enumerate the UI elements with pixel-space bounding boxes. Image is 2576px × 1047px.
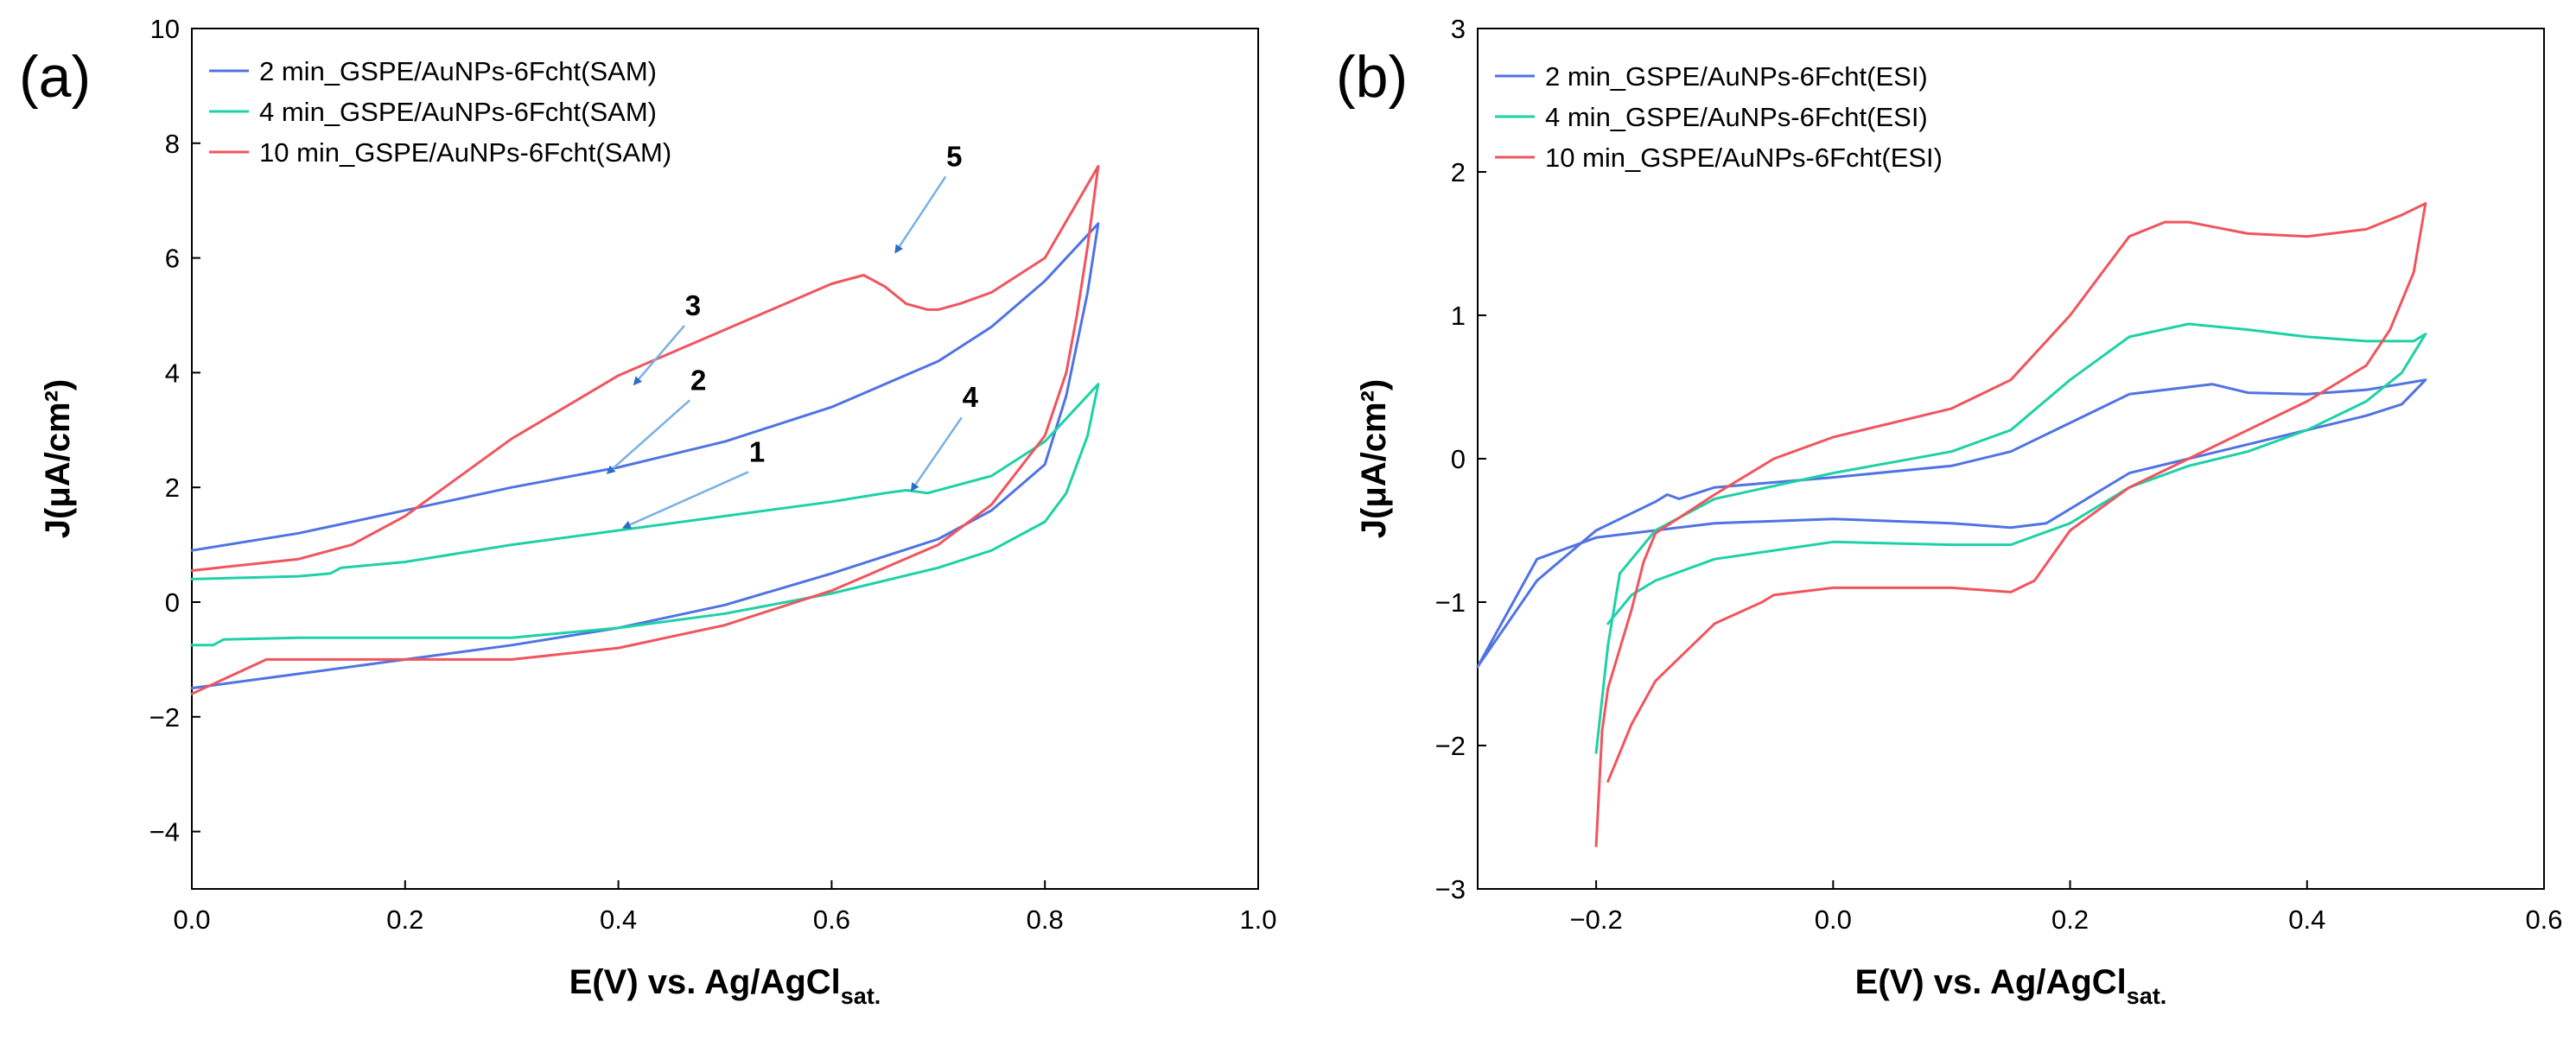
p1-panel-label: (b) <box>1336 44 1408 110</box>
p0-series-line-1 <box>190 222 1100 690</box>
p1-y-axis-title: J(μA/cm²) <box>1355 379 1393 539</box>
p0-x-tick-label: 0.6 <box>813 904 850 935</box>
p0-y-tick-label: 6 <box>165 244 180 274</box>
p0-series-line-2 <box>190 383 1100 647</box>
p1-y-tick-label: 1 <box>1451 301 1466 331</box>
p1-x-tick-label: −0.2 <box>1570 904 1623 935</box>
panel-a-chart: 0.0 0.2 0.4 0.6 0.8 1.0 −4 −2 0 2 4 6 8 10 E(V) vs. Ag… <box>19 14 1277 1009</box>
p1-series-line-1 <box>1476 378 2427 669</box>
p0-annotation-arrow-2 <box>606 399 690 474</box>
p1-y-tick-label: 2 <box>1451 157 1466 187</box>
p1-x-tick-label: 0.4 <box>2288 904 2325 935</box>
p1-x-tick-label: 0.2 <box>2051 904 2089 935</box>
p0-annotation-label-3: 3 <box>685 289 701 321</box>
p0-panel-label: (a) <box>19 44 91 110</box>
p0-annotation-label-2: 2 <box>690 364 706 396</box>
p0-annotation-arrow-4 <box>910 416 963 492</box>
p0-x-axis-title: E(V) vs. Ag/AgClsat. <box>569 963 881 1009</box>
p0-x-tick-label: 1.0 <box>1239 904 1276 935</box>
p1-y-tick-label: 0 <box>1451 444 1466 474</box>
p0-plot-frame <box>191 28 1259 890</box>
p0-x-tick-label: 0.0 <box>173 904 210 935</box>
p0-annotation-label-4: 4 <box>963 381 979 413</box>
p1-y-tick-label: 3 <box>1451 14 1466 44</box>
p1-series-line-2 <box>1594 322 2427 754</box>
panel-b-chart: −0.2 0.0 0.2 0.4 0.6 −3 −2 −1 0 1 2 3 E(V) vs. Ag/Ag… <box>1336 14 2563 1009</box>
p0-y-tick-label: 10 <box>150 14 180 44</box>
p0-series-line-3 <box>190 164 1100 695</box>
p1-legend-label-2: 4 min_GSPE/AuNPs-6Fcht(ESI) <box>1545 102 1928 132</box>
p0-y-tick-label: 2 <box>165 473 180 503</box>
p0-y-tick-label: −2 <box>149 702 180 733</box>
p0-y-axis-title: J(μA/cm²) <box>39 379 77 539</box>
p0-legend-label-2: 4 min_GSPE/AuNPs-6Fcht(SAM) <box>259 97 657 127</box>
p1-legend-label-3: 10 min_GSPE/AuNPs-6Fcht(ESI) <box>1545 143 1943 173</box>
p0-y-tick-label: 8 <box>165 129 180 159</box>
p0-x-tick-label: 0.2 <box>386 904 423 935</box>
p1-x-tick-label: 0.6 <box>2525 904 2562 935</box>
p0-legend-label-1: 2 min_GSPE/AuNPs-6Fcht(SAM) <box>259 56 657 86</box>
p0-annotation-label-5: 5 <box>946 140 962 172</box>
p0-annotation-arrow-5 <box>894 175 947 254</box>
p1-series-line-3 <box>1594 202 2427 847</box>
p0-x-tick-label: 0.4 <box>600 904 637 935</box>
p1-y-tick-label: −2 <box>1435 731 1466 761</box>
p1-y-tick-label: −1 <box>1435 587 1466 618</box>
p1-x-tick-label: 0.0 <box>1815 904 1852 935</box>
p0-y-tick-label: 4 <box>165 358 180 388</box>
p0-y-tick-label: −4 <box>149 817 180 847</box>
p0-legend-label-3: 10 min_GSPE/AuNPs-6Fcht(SAM) <box>259 137 671 168</box>
p0-annotation-arrow-1 <box>621 471 749 529</box>
p1-y-tick-label: −3 <box>1435 874 1466 904</box>
p0-x-tick-label: 0.8 <box>1027 904 1064 935</box>
p0-y-tick-label: 0 <box>165 587 180 618</box>
p1-legend-label-1: 2 min_GSPE/AuNPs-6Fcht(ESI) <box>1545 61 1928 92</box>
p0-annotation-label-1: 1 <box>749 435 765 467</box>
p1-x-axis-title: E(V) vs. Ag/AgClsat. <box>1855 963 2167 1009</box>
p0-annotation-arrow-3 <box>633 325 685 386</box>
